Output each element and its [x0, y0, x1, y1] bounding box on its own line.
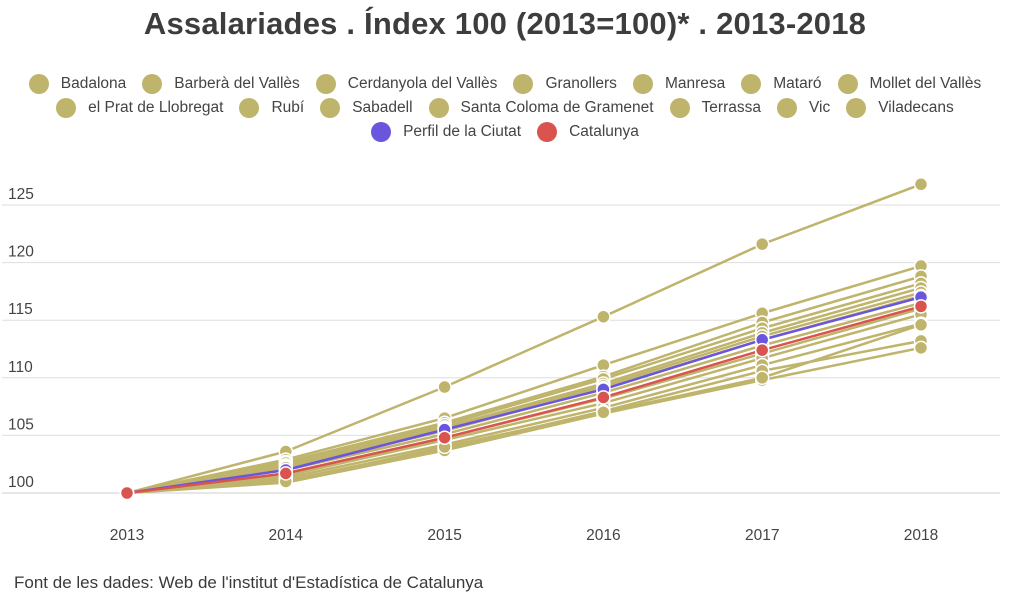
- data-point[interactable]: [596, 390, 611, 405]
- legend-item-barbera-del-valles[interactable]: Barberà del Vallès: [142, 73, 300, 94]
- series-line-santa-coloma-de-gramenet: [126, 322, 922, 495]
- legend-item-mataro[interactable]: Mataró: [741, 73, 822, 94]
- legend-label: Viladecans: [878, 98, 954, 116]
- series-line-cerdanyola-del-valles: [126, 275, 922, 495]
- legend-swatch: [741, 73, 762, 94]
- series-line-perfil-de-la-ciutat: [126, 295, 922, 495]
- data-point[interactable]: [913, 340, 929, 356]
- series-line-barbera-del-valles: [126, 264, 922, 495]
- series-line-sabadell: [126, 313, 922, 495]
- legend-label: Mollet del Vallès: [869, 74, 982, 92]
- y-tick-label: 125: [8, 186, 34, 203]
- legend-item-manresa[interactable]: Manresa: [632, 73, 726, 94]
- legend-label: el Prat de Llobregat: [88, 98, 224, 116]
- series-points: [119, 177, 929, 501]
- x-tick-label: 2014: [269, 527, 304, 544]
- legend-swatch: [239, 97, 260, 118]
- data-point[interactable]: [437, 430, 452, 445]
- legend-label: Terrassa: [701, 98, 761, 116]
- legend-swatch: [320, 97, 341, 118]
- data-point[interactable]: [437, 379, 452, 395]
- legend-swatch: [776, 97, 797, 118]
- legend-swatch: [669, 97, 690, 118]
- legend-label: Manresa: [664, 74, 726, 92]
- y-tick-label: 105: [8, 416, 34, 433]
- x-tick-label: 2015: [427, 527, 461, 544]
- y-tick-label: 100: [8, 474, 34, 491]
- legend-item-granollers[interactable]: Granollers: [513, 73, 617, 94]
- data-point[interactable]: [754, 342, 770, 358]
- legend-item-badalona[interactable]: Badalona: [28, 73, 127, 94]
- source-note: Font de les dades: Web de l'institut d'E…: [14, 573, 484, 592]
- data-point[interactable]: [596, 405, 611, 420]
- legend-item-el-prat-de-llobregat[interactable]: el Prat de Llobregat: [56, 97, 223, 118]
- series-points-catalunya: [119, 299, 929, 501]
- legend-swatch: [513, 73, 534, 94]
- data-point[interactable]: [913, 317, 929, 333]
- legend-swatch: [428, 97, 449, 118]
- legend-swatch: [315, 73, 336, 94]
- chart-legend: Badalona Barberà del Vallès Cerdanyola del…: [10, 73, 1000, 142]
- x-tick-label: 2016: [586, 527, 620, 544]
- legend-swatch: [537, 121, 558, 142]
- y-tick-label: 110: [8, 359, 33, 376]
- legend-swatch: [56, 97, 77, 118]
- data-point[interactable]: [596, 309, 611, 324]
- legend-label: Perfil de la Ciutat: [403, 122, 522, 140]
- series-line-viladecans: [126, 323, 922, 495]
- series-points-cerdanyola-del-valles: [119, 269, 929, 501]
- legend-swatch: [632, 73, 653, 94]
- legend-swatch: [371, 121, 392, 142]
- series-line-badalona: [126, 183, 922, 495]
- legend-item-viladecans[interactable]: Viladecans: [846, 97, 954, 118]
- legend-item-cerdanyola-del-valles[interactable]: Cerdanyola del Vallès: [315, 73, 498, 94]
- legend-item-vic[interactable]: Vic: [776, 97, 831, 118]
- legend-label: Vic: [808, 98, 831, 116]
- data-point[interactable]: [754, 236, 770, 252]
- x-tick-label: 2018: [904, 527, 938, 544]
- legend-item-terrassa[interactable]: Terrassa: [669, 97, 761, 118]
- chart-title: Assalariades . Índex 100 (2013=100)* . 2…: [143, 6, 867, 41]
- legend-label: Badalona: [60, 74, 127, 92]
- legend-item-catalunya[interactable]: Catalunya: [537, 121, 639, 142]
- legend-label: Mataró: [773, 74, 822, 92]
- legend-label: Cerdanyola del Vallès: [347, 74, 498, 92]
- x-tick-label: 2013: [110, 527, 144, 544]
- legend-label: Rubí: [271, 98, 305, 116]
- data-point[interactable]: [754, 370, 770, 386]
- data-point[interactable]: [119, 485, 135, 501]
- legend-label: Catalunya: [569, 122, 639, 140]
- series-lines: [126, 183, 922, 495]
- data-point[interactable]: [913, 177, 929, 192]
- legend-label: Barberà del Vallès: [174, 74, 300, 92]
- series-line-catalunya: [126, 305, 922, 495]
- legend-swatch: [837, 73, 858, 94]
- legend-item-santa-coloma-de-gramenet[interactable]: Santa Coloma de Gramenet: [428, 97, 654, 118]
- data-point[interactable]: [913, 299, 929, 314]
- y-axis-ticks: 100 105 110 115 120 125: [8, 186, 34, 491]
- legend-item-rubi[interactable]: Rubí: [239, 97, 304, 118]
- legend-item-perfil-de-la-ciutat[interactable]: Perfil de la Ciutat: [371, 121, 521, 142]
- series-line-granollers: [126, 282, 922, 495]
- legend-label: Santa Coloma de Gramenet: [460, 98, 654, 116]
- y-tick-label: 120: [8, 244, 34, 261]
- legend-item-sabadell[interactable]: Sabadell: [320, 97, 413, 118]
- legend-swatch: [142, 73, 163, 94]
- x-axis-ticks: 2013 2014 2015 2016 2017 2018: [110, 527, 938, 544]
- legend-label: Granollers: [545, 74, 617, 92]
- legend-swatch: [28, 73, 49, 94]
- legend-label: Sabadell: [352, 98, 413, 116]
- data-point[interactable]: [278, 466, 294, 481]
- legend-item-mollet-del-valles[interactable]: Mollet del Vallès: [837, 73, 982, 94]
- y-tick-label: 115: [8, 301, 33, 318]
- x-tick-label: 2017: [745, 527, 779, 544]
- series-line-el-prat-de-llobregat: [126, 301, 922, 495]
- legend-swatch: [846, 97, 867, 118]
